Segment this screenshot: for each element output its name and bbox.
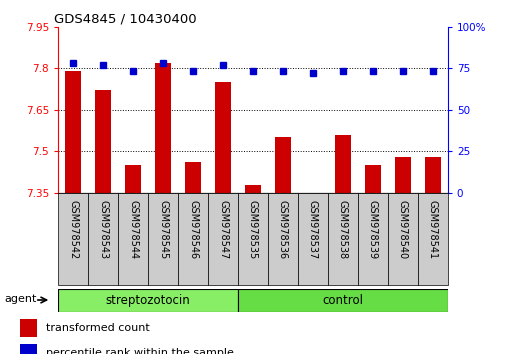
Bar xyxy=(58,193,88,285)
Text: agent: agent xyxy=(5,294,37,304)
Text: GSM978540: GSM978540 xyxy=(397,200,407,259)
Bar xyxy=(364,165,380,193)
Text: GSM978536: GSM978536 xyxy=(277,200,287,259)
Bar xyxy=(268,193,297,285)
Bar xyxy=(95,90,111,193)
Bar xyxy=(208,193,237,285)
Text: GDS4845 / 10430400: GDS4845 / 10430400 xyxy=(54,12,196,25)
Text: control: control xyxy=(322,293,363,307)
Bar xyxy=(417,193,447,285)
Text: GSM978539: GSM978539 xyxy=(367,200,377,259)
Bar xyxy=(297,193,327,285)
Text: GSM978542: GSM978542 xyxy=(68,200,78,259)
Bar xyxy=(214,82,231,193)
Text: percentile rank within the sample: percentile rank within the sample xyxy=(46,348,233,354)
Bar xyxy=(274,137,291,193)
Bar xyxy=(65,71,81,193)
Bar xyxy=(394,157,410,193)
Bar xyxy=(178,193,208,285)
Text: GSM978544: GSM978544 xyxy=(128,200,138,259)
Bar xyxy=(20,319,36,337)
Text: GSM978543: GSM978543 xyxy=(98,200,108,259)
Text: streptozotocin: streptozotocin xyxy=(106,293,190,307)
Bar xyxy=(424,157,440,193)
Bar xyxy=(155,63,171,193)
Bar xyxy=(184,162,201,193)
Text: transformed count: transformed count xyxy=(46,323,149,333)
Bar xyxy=(20,344,36,354)
Bar xyxy=(387,193,417,285)
Bar xyxy=(237,193,268,285)
Bar xyxy=(58,289,237,312)
Bar xyxy=(327,193,357,285)
Bar xyxy=(88,193,118,285)
Bar xyxy=(125,165,141,193)
Text: GSM978547: GSM978547 xyxy=(218,200,228,259)
Bar xyxy=(357,193,387,285)
Text: GSM978545: GSM978545 xyxy=(158,200,168,259)
Bar xyxy=(334,135,350,193)
Text: GSM978537: GSM978537 xyxy=(308,200,317,259)
Text: GSM978541: GSM978541 xyxy=(427,200,437,259)
Text: GSM978538: GSM978538 xyxy=(337,200,347,259)
Bar xyxy=(118,193,148,285)
Bar xyxy=(237,289,447,312)
Bar xyxy=(148,193,178,285)
Text: GSM978535: GSM978535 xyxy=(247,200,258,259)
Bar xyxy=(244,185,261,193)
Text: GSM978546: GSM978546 xyxy=(188,200,197,259)
